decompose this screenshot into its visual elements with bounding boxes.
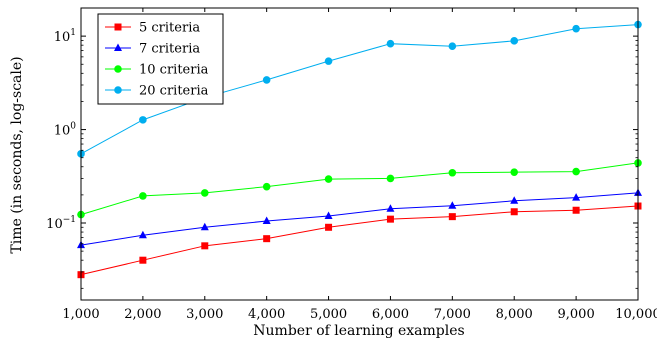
series-1 xyxy=(77,188,642,249)
data-point xyxy=(386,215,394,223)
x-tick-label: 3,000 xyxy=(186,307,223,322)
y-tick-label: 101 xyxy=(54,28,76,45)
x-tick-label: 1,000 xyxy=(62,307,99,322)
x-tick-label: 5,000 xyxy=(310,307,347,322)
data-point xyxy=(572,206,580,214)
plot-frame xyxy=(80,7,639,301)
y-tick-label: 10−1 xyxy=(46,215,76,232)
data-point xyxy=(386,204,395,212)
data-point xyxy=(262,216,271,225)
data-point xyxy=(139,256,147,264)
y-tick-label: 100 xyxy=(54,122,77,139)
legend-label: 5 criteria xyxy=(139,21,200,36)
legend-marker xyxy=(114,86,122,94)
legend: 5 criteria 7 criteria 10 criteria 20 criter… xyxy=(97,13,224,105)
x-tick-label: 2,000 xyxy=(124,307,161,322)
series-0 xyxy=(77,202,642,279)
data-point xyxy=(324,211,333,219)
axes-layer: 1,000 2,000 3,000 4,000 5,000 6,000 7,000 8,000… xyxy=(46,7,657,322)
legend-marker xyxy=(114,65,122,73)
data-point xyxy=(200,189,209,197)
x-tick-label: 7,000 xyxy=(434,307,471,322)
series-2 xyxy=(77,159,642,219)
data-point xyxy=(201,242,209,250)
x-tick-label: 4,000 xyxy=(248,307,285,322)
x-tick-label: 9,000 xyxy=(558,307,595,322)
data-point xyxy=(510,208,518,216)
data-point xyxy=(510,37,519,45)
data-point xyxy=(139,192,147,200)
data-point xyxy=(263,235,271,243)
data-point xyxy=(386,39,395,48)
series-line xyxy=(80,205,639,276)
x-tick-label: 6,000 xyxy=(372,307,409,322)
data-point xyxy=(139,116,147,124)
x-axis-title: Number of learning examples xyxy=(253,323,464,339)
data-point xyxy=(138,230,147,239)
series-line xyxy=(80,162,639,216)
data-point xyxy=(448,42,457,51)
x-tick-label: 10,000 xyxy=(615,307,657,322)
series-line xyxy=(80,192,639,246)
data-point xyxy=(572,167,580,176)
x-tick-label: 8,000 xyxy=(496,307,533,322)
series-line xyxy=(80,24,639,155)
data-point xyxy=(510,168,519,176)
legend-item: 5 criteria xyxy=(105,21,200,36)
data-point xyxy=(386,174,395,183)
legend-marker xyxy=(114,43,122,51)
data-point xyxy=(324,57,333,65)
data-point xyxy=(200,222,209,231)
data-point xyxy=(448,201,457,209)
data-point xyxy=(448,168,457,177)
data-point xyxy=(572,24,580,33)
legend-marker xyxy=(114,23,122,31)
legend-label: 7 criteria xyxy=(139,42,200,57)
legend-item: 7 criteria xyxy=(105,42,200,57)
data-point xyxy=(262,76,271,84)
legend-label: 10 criteria xyxy=(139,63,209,78)
data-point xyxy=(325,223,333,231)
legend-label: 20 criteria xyxy=(139,84,209,99)
legend-item: 10 criteria xyxy=(105,63,209,78)
data-point xyxy=(324,175,333,183)
data-point xyxy=(572,193,581,201)
data-point xyxy=(262,182,271,191)
data-point xyxy=(448,213,456,221)
y-axis-title: Time (in seconds, log-scale) xyxy=(9,56,25,253)
legend-item: 20 criteria xyxy=(105,84,209,99)
data-point xyxy=(510,196,519,204)
